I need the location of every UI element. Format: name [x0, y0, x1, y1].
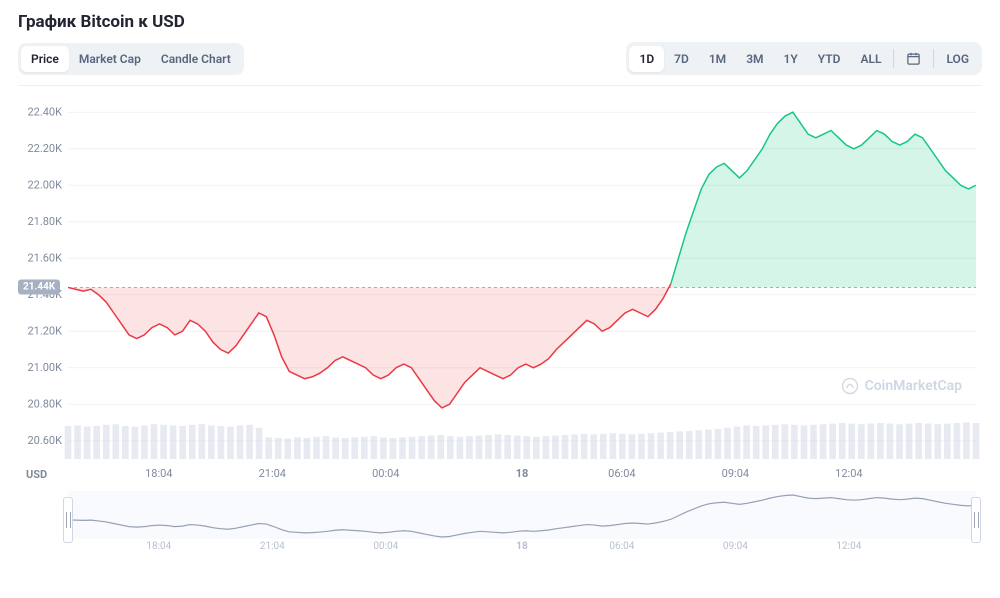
svg-text:18:04: 18:04 — [145, 467, 172, 480]
tab-price[interactable]: Price — [21, 46, 69, 72]
svg-text:12:04: 12:04 — [836, 541, 861, 552]
chart-type-tabs: PriceMarket CapCandle Chart — [18, 43, 244, 75]
svg-text:22.20K: 22.20K — [27, 142, 62, 155]
svg-text:22.00K: 22.00K — [27, 178, 62, 191]
tab-all[interactable]: ALL — [850, 46, 891, 72]
tab-1d[interactable]: 1D — [629, 46, 664, 72]
tab-3m[interactable]: 3M — [736, 46, 773, 72]
svg-text:09:04: 09:04 — [722, 467, 749, 480]
svg-text:18: 18 — [516, 541, 528, 552]
brush-handle-right[interactable] — [971, 497, 981, 543]
svg-text:21:04: 21:04 — [260, 541, 285, 552]
svg-text:18:04: 18:04 — [146, 541, 171, 552]
svg-text:21.00K: 21.00K — [27, 361, 62, 374]
price-chart[interactable]: CoinMarketCap 20.60K20.80K21.00K21.20K21… — [18, 85, 982, 485]
svg-text:12:04: 12:04 — [835, 467, 862, 480]
svg-text:06:04: 06:04 — [608, 467, 635, 480]
calendar-icon[interactable] — [896, 45, 931, 72]
log-toggle[interactable]: LOG — [936, 46, 979, 72]
reference-price-badge: 21.44K — [18, 280, 60, 295]
svg-text:18: 18 — [516, 467, 529, 480]
svg-text:06:04: 06:04 — [609, 541, 634, 552]
chart-toolbar: PriceMarket CapCandle Chart 1D7D1M3M1YYT… — [18, 42, 982, 75]
tab-candle[interactable]: Candle Chart — [151, 46, 241, 72]
svg-text:22.40K: 22.40K — [27, 105, 62, 118]
tab-ytd[interactable]: YTD — [808, 46, 851, 72]
tab-1y[interactable]: 1Y — [774, 46, 808, 72]
brush-handle-left[interactable] — [63, 497, 73, 543]
chart-title: График Bitcoin к USD — [18, 12, 982, 32]
svg-text:20.60K: 20.60K — [27, 434, 62, 447]
svg-text:09:04: 09:04 — [723, 541, 748, 552]
svg-text:20.80K: 20.80K — [27, 397, 62, 410]
svg-text:21.20K: 21.20K — [27, 324, 62, 337]
tab-mcap[interactable]: Market Cap — [69, 46, 151, 72]
svg-text:21.60K: 21.60K — [27, 251, 62, 264]
svg-text:00:04: 00:04 — [373, 541, 398, 552]
svg-text:21:04: 21:04 — [259, 467, 286, 480]
tab-7d[interactable]: 7D — [664, 46, 699, 72]
y-axis-unit: USD — [26, 468, 47, 481]
chart-range-tabs: 1D7D1M3M1YYTDALL LOG — [626, 42, 982, 75]
tab-1m[interactable]: 1M — [699, 46, 736, 72]
svg-text:21.80K: 21.80K — [27, 215, 62, 228]
brush-chart[interactable]: 18:04 21:04 00:04 18 06:04 09:04 12:04 — [18, 491, 982, 553]
svg-text:00:04: 00:04 — [372, 467, 399, 480]
